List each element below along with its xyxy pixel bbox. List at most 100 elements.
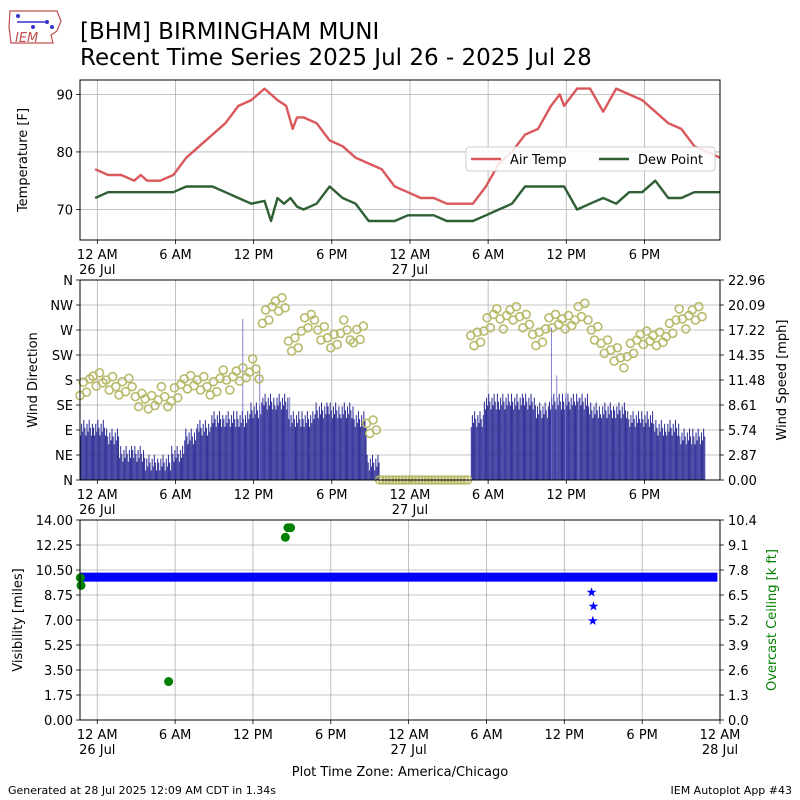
wind-speed-bar bbox=[496, 393, 498, 480]
wind-speed-bar bbox=[362, 422, 364, 480]
wind-speed-bar bbox=[312, 411, 314, 480]
wind-speed-bar bbox=[223, 419, 225, 480]
wind-speed-bar bbox=[137, 449, 139, 480]
wind-speed-bar bbox=[173, 461, 175, 480]
wind-speed-bar bbox=[555, 409, 557, 480]
vis-ytick-label: 10.50 bbox=[36, 564, 73, 579]
wind-speed-bar bbox=[683, 428, 685, 480]
wind-speed-bar bbox=[609, 402, 611, 480]
wind-speed-bar bbox=[580, 405, 582, 480]
wind-speed-bar bbox=[702, 440, 704, 480]
wind-direction-marker bbox=[612, 342, 623, 353]
wind-speed-bar bbox=[478, 422, 480, 480]
wind-speed-bar bbox=[236, 411, 238, 480]
wind-speed-bar bbox=[563, 401, 565, 480]
wind-speed-bar bbox=[326, 402, 328, 480]
wind-speed-bar bbox=[119, 457, 121, 480]
wind-speed-bar bbox=[688, 428, 691, 480]
wind-speed-bar bbox=[685, 444, 687, 480]
wind-speed-bar bbox=[84, 427, 86, 480]
wind-speed-bar bbox=[87, 431, 89, 480]
wind-speed-bar bbox=[267, 397, 269, 480]
wind-speed-bar bbox=[523, 405, 526, 480]
wind-direction-marker bbox=[251, 364, 261, 374]
wind-direction-marker bbox=[498, 324, 509, 334]
wind-speed-bar bbox=[649, 415, 651, 480]
wind-speed-bar bbox=[531, 401, 533, 480]
wind-speed-bar bbox=[296, 415, 298, 480]
wind-direction-marker bbox=[290, 332, 300, 343]
wind-speed-bar bbox=[664, 423, 666, 480]
wind-speed-bar bbox=[341, 406, 343, 480]
wind-speed-bar bbox=[505, 397, 507, 480]
wind-speed-bar bbox=[129, 457, 131, 480]
wind-speed-bar bbox=[641, 411, 643, 480]
wind-speed-bar bbox=[93, 427, 95, 480]
wind-speed-bar bbox=[491, 397, 493, 480]
wind-speed-bar bbox=[252, 418, 254, 480]
wind-speed-bar bbox=[123, 449, 125, 480]
wind-speed-bar bbox=[276, 397, 278, 480]
wind-speed-bar bbox=[310, 415, 312, 480]
wind-speed-bar bbox=[102, 419, 104, 480]
wind-speed-bar bbox=[151, 458, 153, 480]
wind-speed-bar bbox=[133, 457, 135, 480]
wind-speed-bar bbox=[526, 401, 528, 480]
wind-speed-bar bbox=[171, 446, 173, 480]
wind-speed-bar bbox=[269, 393, 272, 480]
wind-speed-bar bbox=[237, 419, 239, 480]
wind-speed-bar bbox=[278, 393, 280, 480]
wind-speed-bar bbox=[532, 409, 534, 480]
wind-speed-bar bbox=[525, 393, 527, 480]
wind-direction-marker bbox=[355, 334, 365, 345]
wind-speed-bar bbox=[603, 414, 605, 480]
wind-frame bbox=[79, 279, 721, 481]
wind-direction-marker bbox=[674, 304, 685, 314]
wind-speed-bar bbox=[121, 453, 123, 480]
wind-direction-marker bbox=[527, 329, 538, 340]
wind-speed-bar bbox=[260, 414, 262, 480]
wind-speed-bar bbox=[96, 431, 98, 480]
ceiling-ylabel: Overcast Ceiling [k ft] bbox=[765, 549, 780, 691]
wind-speed-bar bbox=[309, 426, 311, 480]
wind-speed-bar bbox=[677, 435, 679, 480]
wind-speed-bar bbox=[504, 409, 506, 480]
wind-speed-bar bbox=[667, 423, 669, 480]
wind-speed-bar bbox=[147, 466, 149, 480]
wind-speed-bar bbox=[352, 406, 354, 480]
wind-speed-bar bbox=[301, 411, 303, 480]
wind-speed-bar bbox=[700, 432, 702, 480]
temp-xtick-label: 12 AM bbox=[77, 248, 118, 263]
wind-speed-bar bbox=[360, 426, 362, 480]
wind-speed-bar bbox=[218, 411, 221, 480]
wind-direction-marker bbox=[319, 321, 330, 332]
wind-speed-bar bbox=[645, 422, 647, 480]
wind-dir-ylabel: Wind Direction bbox=[26, 332, 41, 428]
wind-dir-tick-label: S bbox=[65, 374, 73, 389]
wind-speed-bar bbox=[314, 414, 316, 480]
wind-speed-bar bbox=[552, 405, 554, 480]
wind-speed-bar bbox=[652, 411, 654, 480]
temp-xtick-label: 6 AM bbox=[159, 248, 192, 263]
wind-direction-marker bbox=[338, 315, 349, 325]
wind-speed-bar bbox=[319, 414, 321, 480]
wind-direction-marker bbox=[172, 392, 183, 403]
wind-speed-bar bbox=[271, 401, 273, 480]
wind-speed-bar bbox=[169, 462, 171, 480]
wind-speed-bar bbox=[243, 426, 245, 480]
wind-speed-bar bbox=[261, 402, 263, 480]
wind-speed-bar bbox=[495, 409, 497, 480]
wind-speed-bar bbox=[595, 402, 597, 480]
wind-speed-bar bbox=[687, 440, 689, 480]
wind-speed-bar bbox=[184, 440, 186, 480]
wind-speed-bar bbox=[508, 401, 510, 480]
wind-speed-bar bbox=[378, 462, 380, 480]
wind-speed-bar bbox=[348, 414, 350, 480]
wind-speed-bar bbox=[624, 410, 626, 480]
wind-dir-tick-label: NW bbox=[50, 299, 73, 314]
wind-speed-bar bbox=[304, 415, 306, 480]
wind-speed-bar bbox=[315, 402, 317, 480]
wind-speed-bar bbox=[666, 435, 668, 480]
wind-speed-bar bbox=[191, 436, 193, 480]
